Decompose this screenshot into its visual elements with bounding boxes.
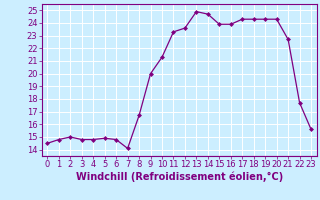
X-axis label: Windchill (Refroidissement éolien,°C): Windchill (Refroidissement éolien,°C): [76, 172, 283, 182]
